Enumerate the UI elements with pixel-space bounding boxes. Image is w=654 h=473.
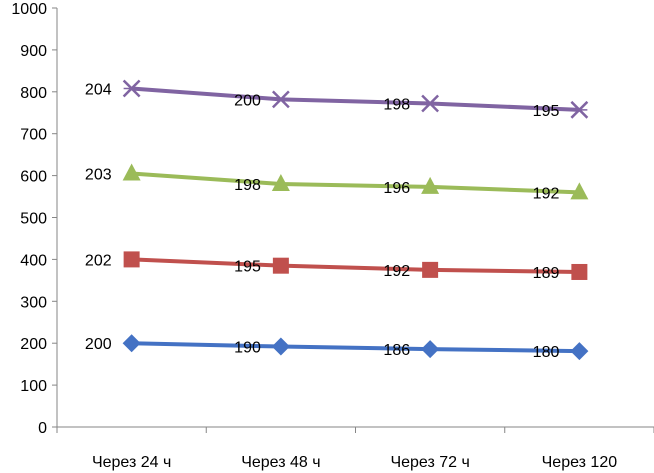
x-axis-ticks: Через 24 ч Через 48 ч Через 72 ч Через 120 — [56, 427, 654, 471]
data-point-triangle — [421, 176, 440, 194]
series-line — [131, 171, 580, 195]
data-point-square — [123, 251, 140, 268]
data-label: 195 — [533, 103, 560, 120]
data-label: 203 — [85, 167, 112, 184]
y-tick-label: 900 — [20, 43, 47, 60]
series-group — [122, 79, 589, 361]
data-label: 200 — [85, 336, 112, 353]
data-labels: 200 190 186 180 202 195 192 189 203 198 196 192 204 2… — [85, 81, 560, 361]
data-label: 192 — [533, 185, 560, 202]
data-label: 189 — [533, 265, 560, 282]
data-label: 198 — [383, 97, 410, 114]
series-2 — [123, 251, 588, 280]
data-point-diamond — [122, 334, 141, 353]
data-point-diamond — [271, 337, 290, 356]
data-point-x — [122, 79, 141, 98]
series-1 — [122, 334, 589, 361]
y-tick-label: 0 — [38, 420, 47, 437]
data-point-diamond — [421, 340, 440, 359]
data-label: 204 — [85, 81, 112, 98]
data-label: 186 — [383, 342, 410, 359]
series-line — [131, 86, 580, 112]
y-tick-label: 100 — [20, 378, 47, 395]
series-4 — [122, 79, 589, 119]
y-axis-ticks: 0 100 200 300 400 500 600 700 800 900 1000 — [11, 1, 57, 437]
y-tick-label: 300 — [20, 294, 47, 311]
data-point-x — [570, 100, 589, 119]
data-label: 180 — [533, 344, 560, 361]
y-tick-label: 600 — [20, 169, 47, 186]
series-line — [131, 257, 580, 274]
data-label: 192 — [383, 263, 410, 280]
x-tick-label: Через 120 — [542, 454, 618, 471]
data-label: 196 — [383, 180, 410, 197]
data-point-triangle — [570, 182, 589, 200]
data-point-square — [272, 257, 289, 274]
data-label: 190 — [234, 340, 261, 357]
data-point-square — [571, 263, 588, 280]
y-tick-label: 800 — [20, 85, 47, 102]
y-tick-label: 400 — [20, 252, 47, 269]
x-tick-label: Через 48 ч — [241, 454, 320, 471]
data-point-diamond — [570, 342, 589, 361]
series-3 — [122, 163, 589, 200]
data-label: 195 — [234, 259, 261, 276]
data-point-x — [421, 94, 440, 113]
y-tick-label: 500 — [20, 211, 47, 228]
x-tick-label: Через 24 ч — [92, 454, 171, 471]
y-tick-label: 1000 — [11, 1, 47, 18]
data-point-triangle — [122, 163, 141, 181]
y-tick-label: 700 — [20, 127, 47, 144]
y-tick-label: 200 — [20, 336, 47, 353]
data-point-triangle — [271, 173, 290, 191]
data-label: 202 — [85, 252, 112, 269]
data-label: 198 — [234, 177, 261, 194]
x-tick-label: Через 72 ч — [390, 454, 469, 471]
series-line — [131, 341, 580, 354]
data-point-square — [422, 261, 439, 278]
data-label: 200 — [234, 92, 261, 109]
axes — [56, 8, 654, 428]
data-point-x — [271, 90, 290, 109]
